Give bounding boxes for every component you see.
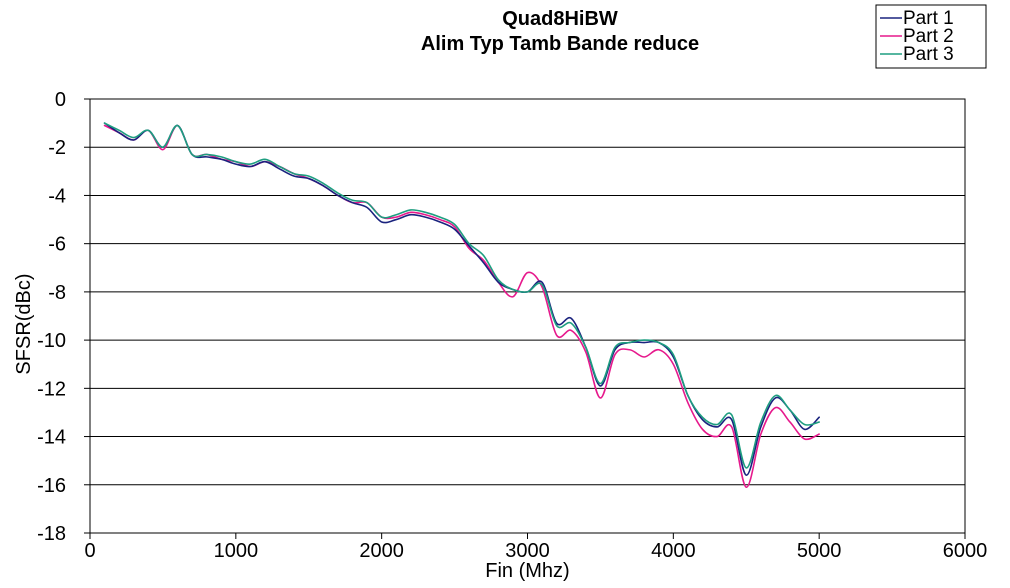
x-tick-label: 4000: [651, 540, 696, 562]
y-tick-label: -12: [37, 378, 66, 400]
y-tick-label: -2: [48, 137, 66, 159]
legend-entry-label: Part 3: [903, 44, 954, 65]
x-tick-label: 2000: [359, 540, 404, 562]
x-tick-label: 1000: [214, 540, 259, 562]
series-line-part-3: [103, 122, 820, 469]
series-line-part-2: [103, 124, 820, 488]
chart-title-line-2: Alim Typ Tamb Bande reduce: [421, 33, 699, 55]
chart-title-line-1: Quad8HiBW: [502, 8, 618, 30]
y-tick-label: -8: [48, 282, 66, 304]
x-axis-label: Fin (Mhz): [485, 560, 569, 582]
x-tick-label: 5000: [797, 540, 842, 562]
legend-entry-label: Part 2: [903, 26, 954, 47]
gridlines: [90, 146, 965, 486]
series-line-part-1: [103, 122, 820, 476]
y-axis-label: SFSR(dBc): [13, 273, 35, 374]
chart-title: Quad8HiBW Alim Typ Tamb Bande reduce: [421, 8, 699, 55]
x-tick-label: 0: [84, 540, 95, 562]
legend-entry-label: Part 1: [903, 8, 954, 29]
axis-ticks: 0 -2 -4 -6 -8 -10 -12 -14 -16 -18 0 1000 2000 3000 400…: [37, 89, 987, 562]
y-tick-label: -4: [48, 185, 66, 207]
y-tick-label: -10: [37, 330, 66, 352]
x-tick-label: 6000: [943, 540, 988, 562]
y-tick-label: -14: [37, 427, 66, 449]
y-tick-label: -6: [48, 234, 66, 256]
series-lines: [103, 122, 820, 488]
x-tick-label: 3000: [505, 540, 550, 562]
y-tick-label: -18: [37, 523, 66, 545]
plot-area-frame: [89, 98, 966, 534]
y-tick-label: -16: [37, 475, 66, 497]
y-tick-label: 0: [55, 89, 66, 111]
